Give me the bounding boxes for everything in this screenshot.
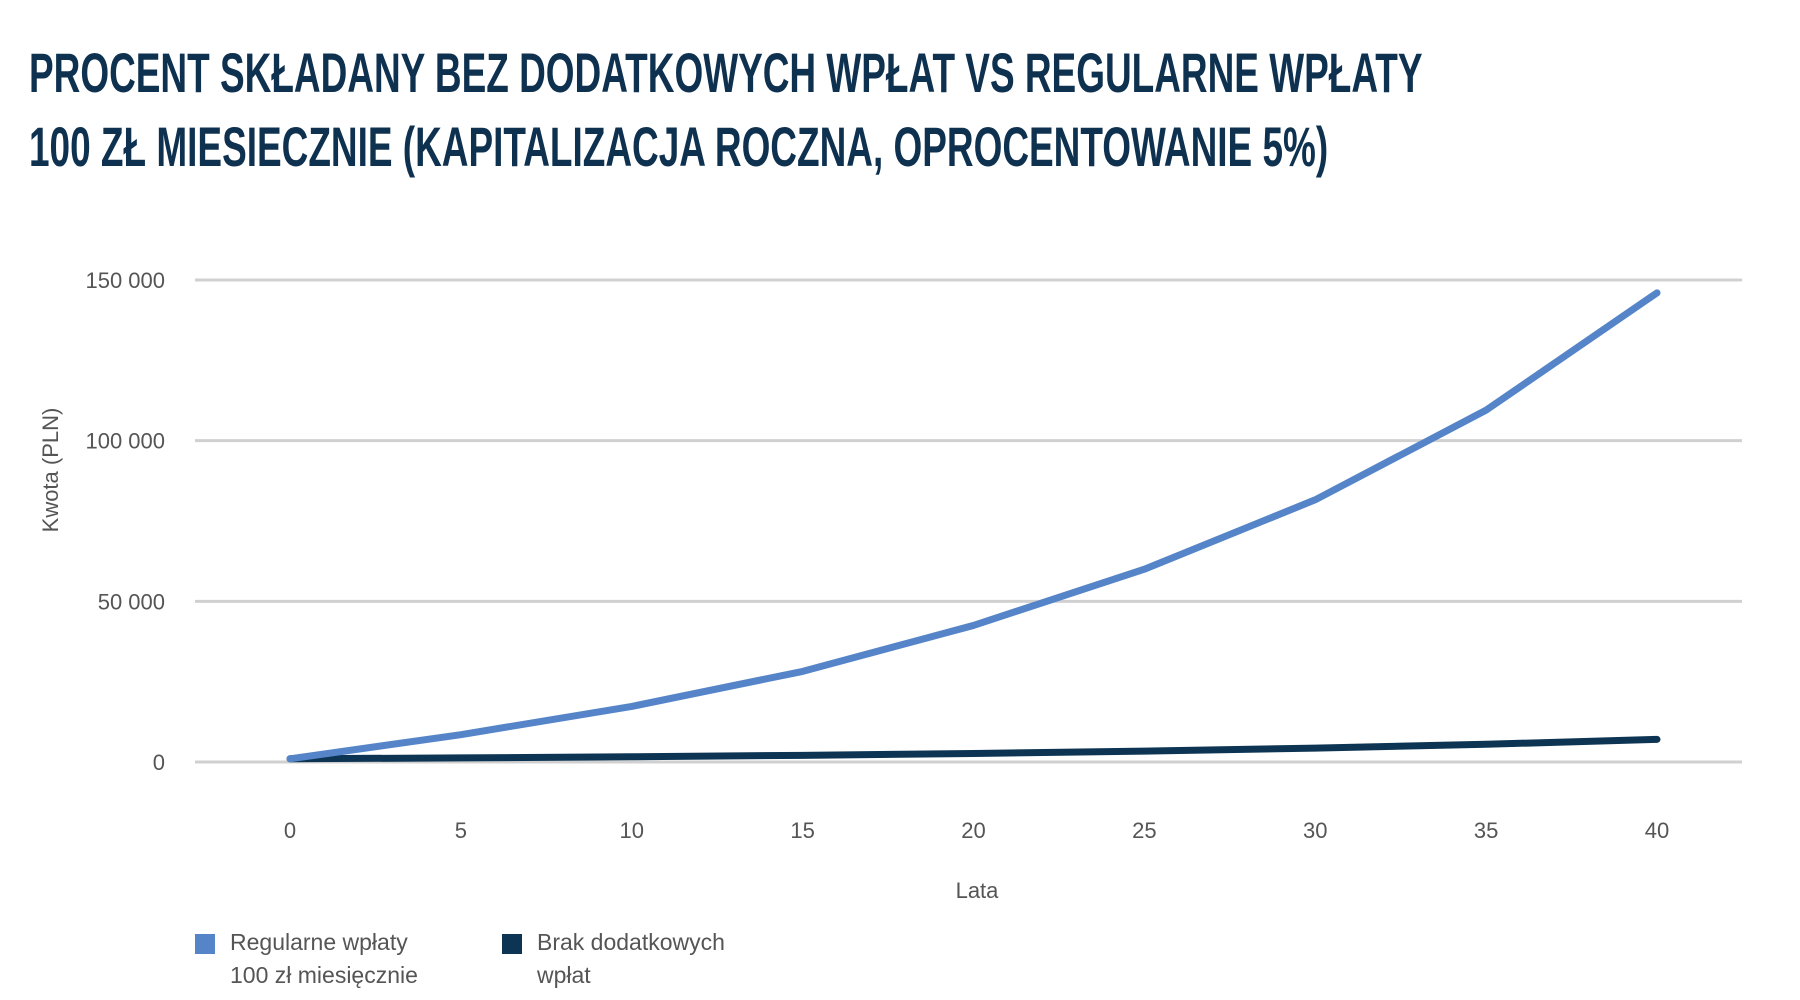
legend-item-brak: Brak dodatkowych wpłat: [502, 926, 725, 992]
legend-label: Regularne wpłaty: [230, 929, 408, 955]
y-tick-label: 100 000: [85, 429, 165, 454]
x-tick-label: 10: [620, 818, 644, 843]
legend-label: Brak dodatkowych: [537, 929, 725, 955]
x-tick-label: 0: [284, 818, 296, 843]
x-tick-label: 40: [1645, 818, 1669, 843]
x-tick-label: 20: [961, 818, 985, 843]
legend-item-regularne: Regularne wpłaty 100 zł miesięcznie: [195, 926, 418, 992]
y-tick-label: 50 000: [98, 589, 165, 614]
x-tick-label: 30: [1303, 818, 1327, 843]
legend-label: 100 zł miesięcznie: [230, 962, 418, 988]
y-tick-label: 0: [153, 750, 165, 775]
y-axis-title: Kwota (PLN): [38, 408, 63, 533]
chart-title-line-2: 100 ZŁ MIESIECZNIE (KAPITALIZACJA ROCZNA…: [29, 115, 1329, 178]
legend-swatch: [502, 934, 522, 954]
x-tick-label: 5: [455, 818, 467, 843]
x-tick-label: 25: [1132, 818, 1156, 843]
x-axis-title: Lata: [956, 878, 1000, 903]
x-tick-label: 15: [790, 818, 814, 843]
legend-label: wpłat: [537, 962, 591, 988]
x-tick-label: 35: [1474, 818, 1498, 843]
y-tick-label: 150 000: [85, 268, 165, 293]
chart-title-line-1: PROCENT SKŁADANY BEZ DODATKOWYCH WPŁAT V…: [29, 41, 1423, 104]
series-line-brak-dodatkowych-wplat: [286, 735, 1661, 763]
legend-swatch: [195, 934, 215, 954]
series-line-regularne-wplaty: [286, 289, 1661, 763]
